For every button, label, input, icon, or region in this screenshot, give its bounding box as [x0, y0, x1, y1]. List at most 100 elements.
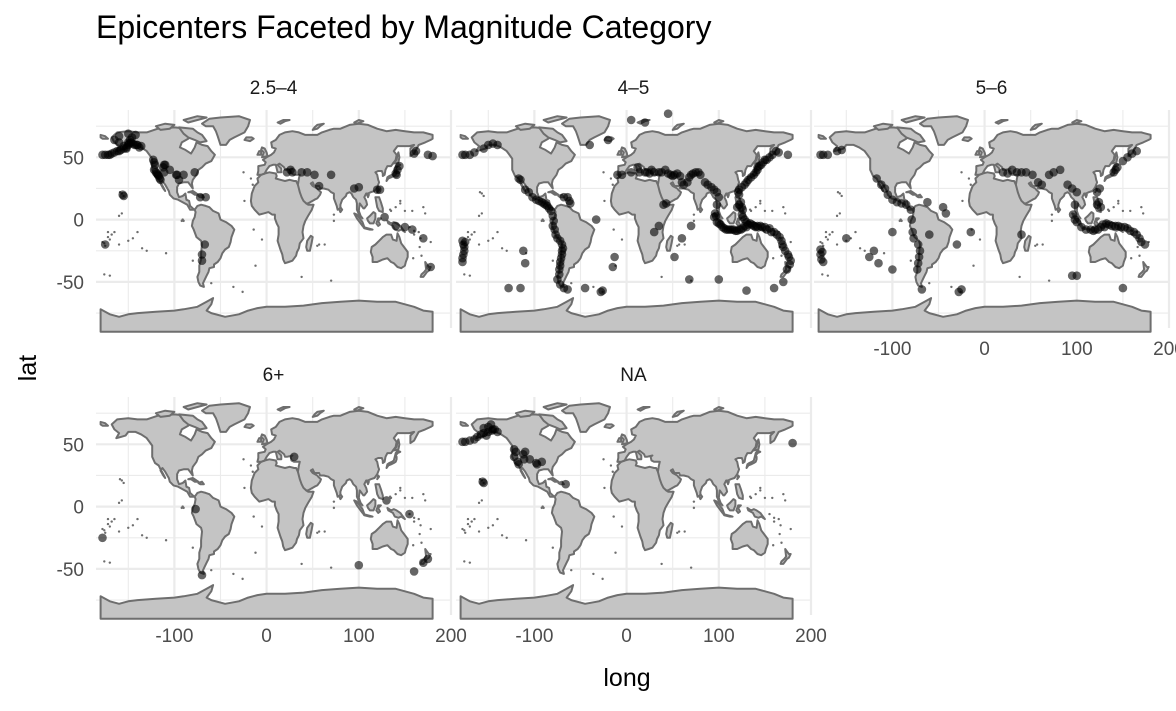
- epicenter-point: [375, 185, 385, 194]
- island-dot: [412, 516, 416, 520]
- facet-panel: NA -100 0 100 200: [456, 365, 827, 647]
- epicenter-point: [428, 151, 437, 161]
- island-dot: [232, 285, 235, 289]
- island-dot: [496, 230, 499, 234]
- y-tick-label: -50: [57, 560, 84, 581]
- land-polygon: [99, 420, 109, 427]
- island-dot: [418, 532, 421, 536]
- land-polygon: [1087, 232, 1127, 270]
- island-dot: [824, 230, 828, 234]
- island-dot: [683, 243, 686, 246]
- island-dot: [127, 526, 130, 529]
- island-dot: [422, 205, 425, 209]
- land-polygon: [746, 506, 766, 521]
- land-polygon: [729, 232, 769, 270]
- island-dot: [601, 577, 604, 581]
- land-polygon: [305, 521, 314, 539]
- island-dot: [1141, 212, 1145, 215]
- island-dot: [323, 243, 326, 246]
- island-dot: [863, 249, 866, 252]
- land-polygon: [459, 584, 794, 620]
- island-dot: [487, 526, 490, 529]
- land-polygon: [900, 115, 926, 124]
- island-dot: [463, 529, 466, 532]
- epicenter-point: [1049, 168, 1058, 177]
- facet-panels: 2.5–4 -50 0 50 4–5 5–6 -100 0 100 200 6+ -50 0 50 -100…: [57, 78, 1176, 647]
- land-polygon: [311, 122, 325, 131]
- land-polygon: [547, 477, 560, 483]
- island-dot: [113, 517, 116, 521]
- epicenter-point: [314, 181, 324, 191]
- epicenter-point: [419, 234, 428, 243]
- island-dot: [120, 479, 124, 482]
- island-dot: [840, 194, 843, 198]
- epicenter-point: [559, 192, 569, 202]
- y-axis-title: lat: [14, 355, 42, 381]
- island-dot: [323, 530, 326, 533]
- epicenter-point: [783, 150, 793, 160]
- island-dot: [759, 202, 762, 205]
- land-polygon: [514, 122, 536, 131]
- land-polygon: [1084, 211, 1095, 225]
- island-dot: [677, 530, 681, 533]
- facet-strip-label: 4–5: [618, 78, 650, 99]
- island-dot: [603, 199, 606, 203]
- land-polygon: [726, 480, 730, 486]
- island-dot: [180, 506, 183, 510]
- land-polygon: [616, 150, 623, 156]
- island-dot: [496, 517, 499, 521]
- island-dot: [468, 561, 472, 564]
- island-dot: [961, 199, 964, 203]
- island-dot: [243, 486, 246, 490]
- land-polygon: [256, 409, 434, 507]
- island-dot: [898, 219, 901, 223]
- island-dot: [232, 572, 235, 576]
- island-dot: [136, 517, 139, 521]
- epicenter-point: [598, 286, 607, 295]
- land-polygon: [751, 438, 761, 452]
- island-dot: [602, 171, 605, 174]
- epicenter-point: [913, 258, 923, 268]
- island-dot: [411, 496, 414, 500]
- land-polygon: [974, 150, 981, 156]
- land-polygon: [276, 406, 291, 412]
- epicenter-point: [712, 200, 722, 209]
- island-dot: [412, 520, 416, 523]
- island-dot: [611, 183, 614, 186]
- island-dot: [101, 527, 104, 531]
- island-dot: [1047, 279, 1051, 282]
- epicenter-point: [585, 140, 594, 150]
- epicenter-point: [405, 509, 414, 519]
- land-polygon: [110, 413, 216, 498]
- island-dot: [1018, 275, 1021, 279]
- island-dot: [779, 524, 782, 527]
- island-dot: [120, 212, 124, 215]
- land-polygon: [366, 211, 377, 225]
- epicenter-point: [1017, 230, 1026, 239]
- island-dot: [117, 530, 121, 533]
- island-dot: [477, 243, 481, 246]
- land-polygon: [665, 521, 674, 539]
- island-dot: [1136, 245, 1139, 249]
- land-polygon: [385, 449, 402, 469]
- island-dot: [771, 209, 774, 213]
- island-dot: [909, 259, 913, 262]
- land-polygon: [542, 402, 568, 411]
- island-dot: [835, 243, 839, 246]
- land-polygon: [722, 513, 734, 518]
- land-polygon: [374, 196, 384, 214]
- island-dot: [108, 274, 112, 277]
- epicenter-point: [966, 227, 976, 237]
- facet-strip-label: 5–6: [976, 78, 1008, 99]
- island-dot: [612, 228, 615, 231]
- island-dot: [106, 522, 110, 526]
- land-polygon: [201, 402, 251, 433]
- land-polygon: [178, 126, 208, 144]
- epicenter-point: [525, 455, 535, 464]
- land-polygon: [386, 506, 406, 521]
- island-dot: [117, 501, 121, 505]
- x-tick-label: -100: [155, 626, 193, 647]
- island-dot: [403, 209, 407, 213]
- land-polygon: [369, 519, 409, 557]
